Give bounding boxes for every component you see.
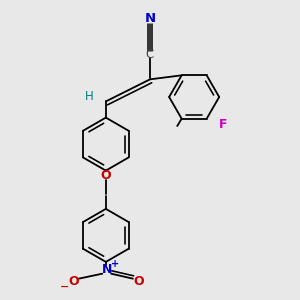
Text: N: N: [144, 13, 156, 26]
Text: N: N: [102, 263, 112, 276]
Text: +: +: [111, 259, 119, 269]
Text: H: H: [85, 90, 94, 103]
Text: C: C: [146, 48, 154, 61]
Text: O: O: [100, 169, 111, 182]
Text: F: F: [219, 118, 228, 131]
Text: O: O: [133, 274, 143, 287]
Text: −: −: [60, 282, 69, 292]
Text: O: O: [68, 274, 79, 287]
